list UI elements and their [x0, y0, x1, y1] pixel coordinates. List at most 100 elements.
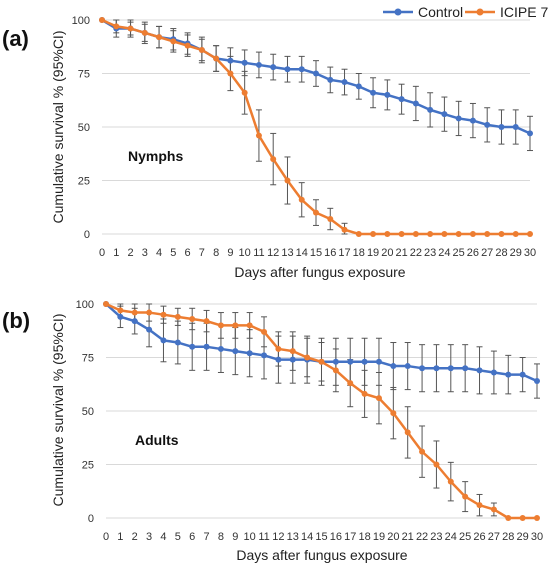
- data-point-control: [227, 57, 234, 64]
- data-point-control: [203, 343, 210, 350]
- data-point-control: [476, 367, 483, 374]
- panel-b-annotation: Adults: [135, 432, 179, 448]
- data-point-icipe-7: [476, 502, 483, 509]
- data-point-control: [174, 339, 181, 346]
- data-point-control: [527, 130, 533, 137]
- data-point-control: [289, 356, 296, 363]
- x-tick-label: 20: [387, 531, 399, 543]
- x-tick-label: 29: [517, 531, 529, 543]
- data-point-control: [419, 365, 426, 372]
- data-point-control: [534, 378, 540, 385]
- data-point-icipe-7: [390, 410, 397, 417]
- y-tick-label: 50: [82, 406, 94, 418]
- data-point-icipe-7: [261, 328, 268, 335]
- x-tick-label: 27: [488, 531, 500, 543]
- data-point-icipe-7: [441, 231, 448, 237]
- data-point-icipe-7: [117, 307, 124, 314]
- data-point-icipe-7: [146, 309, 153, 316]
- x-tick-label: 26: [467, 247, 479, 259]
- x-tick-label: 23: [424, 247, 436, 259]
- data-point-icipe-7: [534, 515, 540, 521]
- data-point-icipe-7: [232, 322, 239, 329]
- data-point-icipe-7: [318, 358, 325, 365]
- x-tick-label: 24: [445, 531, 457, 543]
- panel-a-yticks: 0 25 50 75 100: [72, 15, 90, 241]
- data-point-icipe-7: [462, 493, 469, 500]
- data-point-icipe-7: [99, 17, 105, 23]
- data-point-icipe-7: [184, 42, 191, 49]
- x-tick-label: 17: [344, 531, 356, 543]
- x-tick-label: 2: [132, 531, 138, 543]
- data-point-control: [232, 348, 239, 355]
- data-point-control: [284, 66, 291, 73]
- data-point-control: [370, 89, 377, 96]
- x-tick-label: 28: [502, 531, 514, 543]
- data-point-control: [341, 79, 348, 86]
- data-point-icipe-7: [341, 226, 348, 233]
- x-tick-label: 1: [117, 531, 123, 543]
- x-tick-label: 12: [267, 247, 279, 259]
- data-point-control: [512, 124, 519, 130]
- data-point-icipe-7: [131, 309, 138, 316]
- panel-b-xlabel: Days after fungus exposure: [236, 547, 407, 563]
- x-tick-label: 10: [239, 247, 251, 259]
- data-point-icipe-7: [398, 231, 405, 237]
- data-point-icipe-7: [519, 515, 526, 521]
- x-tick-label: 15: [310, 247, 322, 259]
- data-point-icipe-7: [469, 231, 476, 237]
- data-point-icipe-7: [384, 231, 391, 237]
- data-point-icipe-7: [203, 318, 210, 325]
- x-tick-label: 1: [113, 247, 119, 259]
- data-point-control: [441, 111, 448, 118]
- x-tick-label: 0: [103, 531, 109, 543]
- data-point-icipe-7: [174, 313, 181, 320]
- data-point-icipe-7: [141, 29, 148, 36]
- data-point-control: [117, 313, 124, 320]
- x-tick-label: 9: [227, 247, 233, 259]
- x-tick-label: 26: [473, 531, 485, 543]
- data-point-icipe-7: [427, 231, 434, 237]
- data-point-icipe-7: [512, 231, 519, 237]
- data-point-control: [355, 83, 362, 90]
- x-tick-label: 28: [495, 247, 507, 259]
- data-point-icipe-7: [527, 231, 533, 237]
- x-tick-label: 6: [185, 247, 191, 259]
- data-point-icipe-7: [298, 196, 305, 203]
- data-point-control: [146, 326, 153, 333]
- x-tick-label: 11: [258, 531, 269, 543]
- data-point-control: [298, 66, 305, 73]
- data-point-icipe-7: [198, 46, 205, 53]
- legend-control-label: Control: [418, 4, 463, 20]
- data-point-control: [384, 91, 391, 98]
- data-point-control: [427, 106, 434, 113]
- panel-b-errorbars: [117, 303, 540, 517]
- legend-control-marker: [394, 8, 402, 16]
- y-tick-label: 100: [76, 299, 94, 311]
- x-tick-label: 13: [281, 247, 293, 259]
- data-point-control: [241, 59, 248, 66]
- panel-a-xticks: 0 1 2 3 4 5 6 7 8 9 10 11 12 13 14 15 16 17 18 19 20 21 22 23 24…: [99, 247, 536, 259]
- legend: Control ICIPE 7: [383, 4, 548, 20]
- data-point-control: [469, 117, 476, 124]
- panel-b-grid: [106, 303, 537, 519]
- x-tick-label: 30: [531, 531, 543, 543]
- x-tick-label: 22: [410, 247, 422, 259]
- x-tick-label: 25: [453, 247, 465, 259]
- x-tick-label: 10: [244, 531, 256, 543]
- x-tick-label: 2: [127, 247, 133, 259]
- data-point-icipe-7: [404, 429, 411, 436]
- y-tick-label: 50: [78, 122, 90, 134]
- x-tick-label: 7: [199, 247, 205, 259]
- data-point-icipe-7: [375, 395, 382, 402]
- data-point-control: [255, 61, 262, 68]
- x-tick-label: 17: [338, 247, 350, 259]
- x-tick-label: 20: [381, 247, 393, 259]
- data-point-icipe-7: [270, 156, 277, 163]
- panel-b-letter: (b): [2, 308, 30, 333]
- data-point-icipe-7: [103, 301, 109, 307]
- x-tick-label: 11: [253, 247, 264, 259]
- x-tick-label: 3: [146, 531, 152, 543]
